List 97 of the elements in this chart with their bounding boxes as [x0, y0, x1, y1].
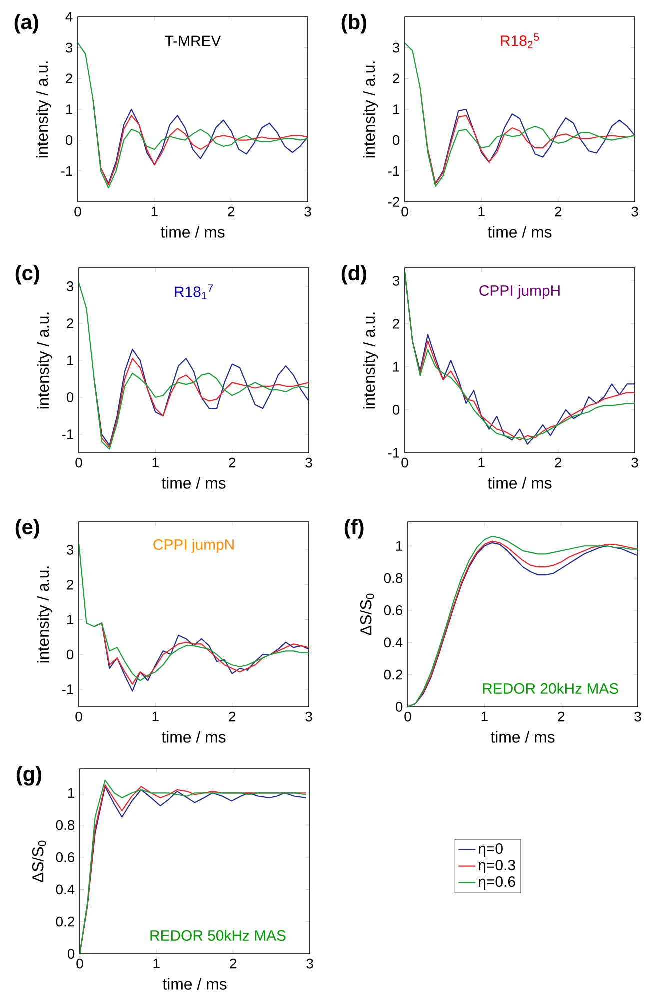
x-tick-label: 0 [76, 458, 82, 468]
y-tick-label: -1 [61, 166, 72, 176]
y-tick-label: 0.2 [56, 916, 74, 927]
annotation: R18$_{1}$7 [175, 284, 213, 300]
annotation: CPPI jumpN [154, 539, 234, 554]
y-tick-label: 0.8 [384, 573, 403, 584]
y-tick-label: -1 [62, 430, 74, 440]
y-tick-label: 3 [66, 42, 73, 53]
x-tick-label: 2 [228, 206, 235, 217]
x-tick-label: 2 [558, 712, 565, 722]
annotation: R18$_{2}$5 [501, 34, 540, 48]
y-axis-title: ΔS/S$_{0}$ [32, 840, 46, 883]
x-tick-label: 1 [154, 958, 160, 968]
x-tick-label: 1 [478, 458, 485, 468]
y-tick-label: 3 [392, 276, 400, 286]
y-tick-label: 0.4 [56, 884, 75, 895]
y-tick-label: 3 [66, 282, 74, 292]
y-tick-label: 0.4 [384, 638, 403, 648]
y-tick-label: -1 [388, 448, 400, 458]
chart-title: (f) [344, 519, 364, 539]
y-tick-label: 2 [66, 74, 72, 84]
y-axis-title: intensity / a.u. [363, 312, 378, 409]
y-tick-label: -1 [388, 166, 400, 176]
x-tick-label: 3 [304, 206, 312, 217]
y-tick-label: 1 [393, 104, 400, 114]
y-axis-title: intensity / a.u. [363, 62, 378, 158]
y-tick-label: 1 [68, 788, 74, 798]
x-tick-label: 1 [478, 206, 485, 216]
x-axis-title: time / ms [162, 978, 227, 990]
x-tick-label: 0 [76, 712, 82, 722]
annotation: T-MREV [165, 36, 222, 46]
chart-title: (c) [16, 265, 40, 285]
annotation: REDOR 20kHz MAS [483, 683, 618, 694]
y-tick-label: 3 [66, 544, 74, 555]
y-tick-label: 0.6 [384, 606, 403, 616]
x-tick-label: 2 [555, 206, 562, 217]
chart-title: (g) [16, 766, 42, 786]
x-tick-label: 3 [306, 458, 312, 468]
x-axis-title: time / ms [162, 477, 226, 489]
y-tick-label: 1 [393, 362, 400, 372]
x-tick-label: 1 [152, 712, 159, 722]
annotation: REDOR 50kHz MAS [150, 930, 286, 941]
chart-title: (b) [342, 14, 367, 34]
y-tick-label: 1 [66, 104, 72, 114]
y-tick-label: 0.6 [56, 852, 75, 862]
y-tick-label: 0.8 [56, 820, 75, 830]
y-tick-label: 0.2 [384, 670, 402, 680]
y-tick-label: 1 [67, 356, 74, 366]
x-tick-label: 3 [306, 958, 314, 969]
y-tick-label: 2 [393, 74, 400, 84]
annotation: CPPI jumpH [480, 285, 560, 300]
y-tick-label: 0 [66, 392, 74, 402]
x-axis-title: time / ms [160, 226, 225, 238]
y-tick-label: 1 [396, 541, 402, 551]
chart-title: (d) [342, 265, 367, 285]
x-tick-label: 3 [306, 712, 312, 722]
x-tick-label: 3 [632, 458, 638, 468]
y-tick-label: 0 [66, 135, 73, 146]
y-tick-label: -1 [62, 684, 74, 694]
x-tick-label: 2 [229, 458, 236, 468]
legend-label: η=0.6 [478, 876, 516, 890]
x-axis-title: time / ms [488, 477, 552, 489]
y-tick-label: -2 [388, 197, 400, 207]
y-tick-label: 0 [66, 650, 74, 660]
line-series [79, 282, 309, 450]
chart-title: (a) [14, 14, 38, 34]
y-tick-label: 1 [67, 614, 74, 625]
chart-title: (e) [16, 519, 40, 539]
y-tick-label: 0 [392, 405, 400, 415]
x-tick-label: 2 [555, 458, 562, 468]
x-tick-label: 1 [152, 458, 159, 468]
y-tick-label: 2 [67, 580, 74, 590]
x-axis-title: time / ms [488, 226, 552, 238]
y-tick-label: 0 [396, 702, 403, 712]
y-tick-label: 4 [66, 12, 73, 22]
x-tick-label: 3 [632, 206, 638, 217]
y-axis-title: intensity / a.u. [37, 566, 52, 663]
legend-label: η=0.3 [478, 860, 516, 874]
y-tick-label: 0 [68, 949, 75, 959]
y-axis-title: intensity / a.u. [36, 62, 52, 158]
x-axis-title: time / ms [490, 731, 555, 743]
x-tick-label: 0 [404, 712, 412, 722]
legend-label: η=0 [478, 843, 503, 858]
x-tick-label: 0 [76, 958, 84, 969]
y-tick-label: 0 [392, 135, 400, 146]
x-tick-label: 2 [229, 712, 236, 722]
x-tick-label: 1 [482, 712, 488, 722]
y-tick-label: 2 [393, 319, 400, 329]
y-tick-label: 3 [392, 42, 400, 53]
x-tick-label: 3 [634, 712, 642, 722]
x-axis-title: time / ms [162, 731, 226, 743]
x-tick-label: 0 [74, 206, 82, 217]
y-axis-title: intensity / a.u. [37, 312, 52, 409]
y-axis-title: ΔS/S$_{0}$ [360, 594, 374, 636]
y-tick-label: 2 [67, 318, 74, 328]
x-tick-label: 2 [230, 958, 237, 969]
x-tick-label: 1 [152, 206, 158, 216]
